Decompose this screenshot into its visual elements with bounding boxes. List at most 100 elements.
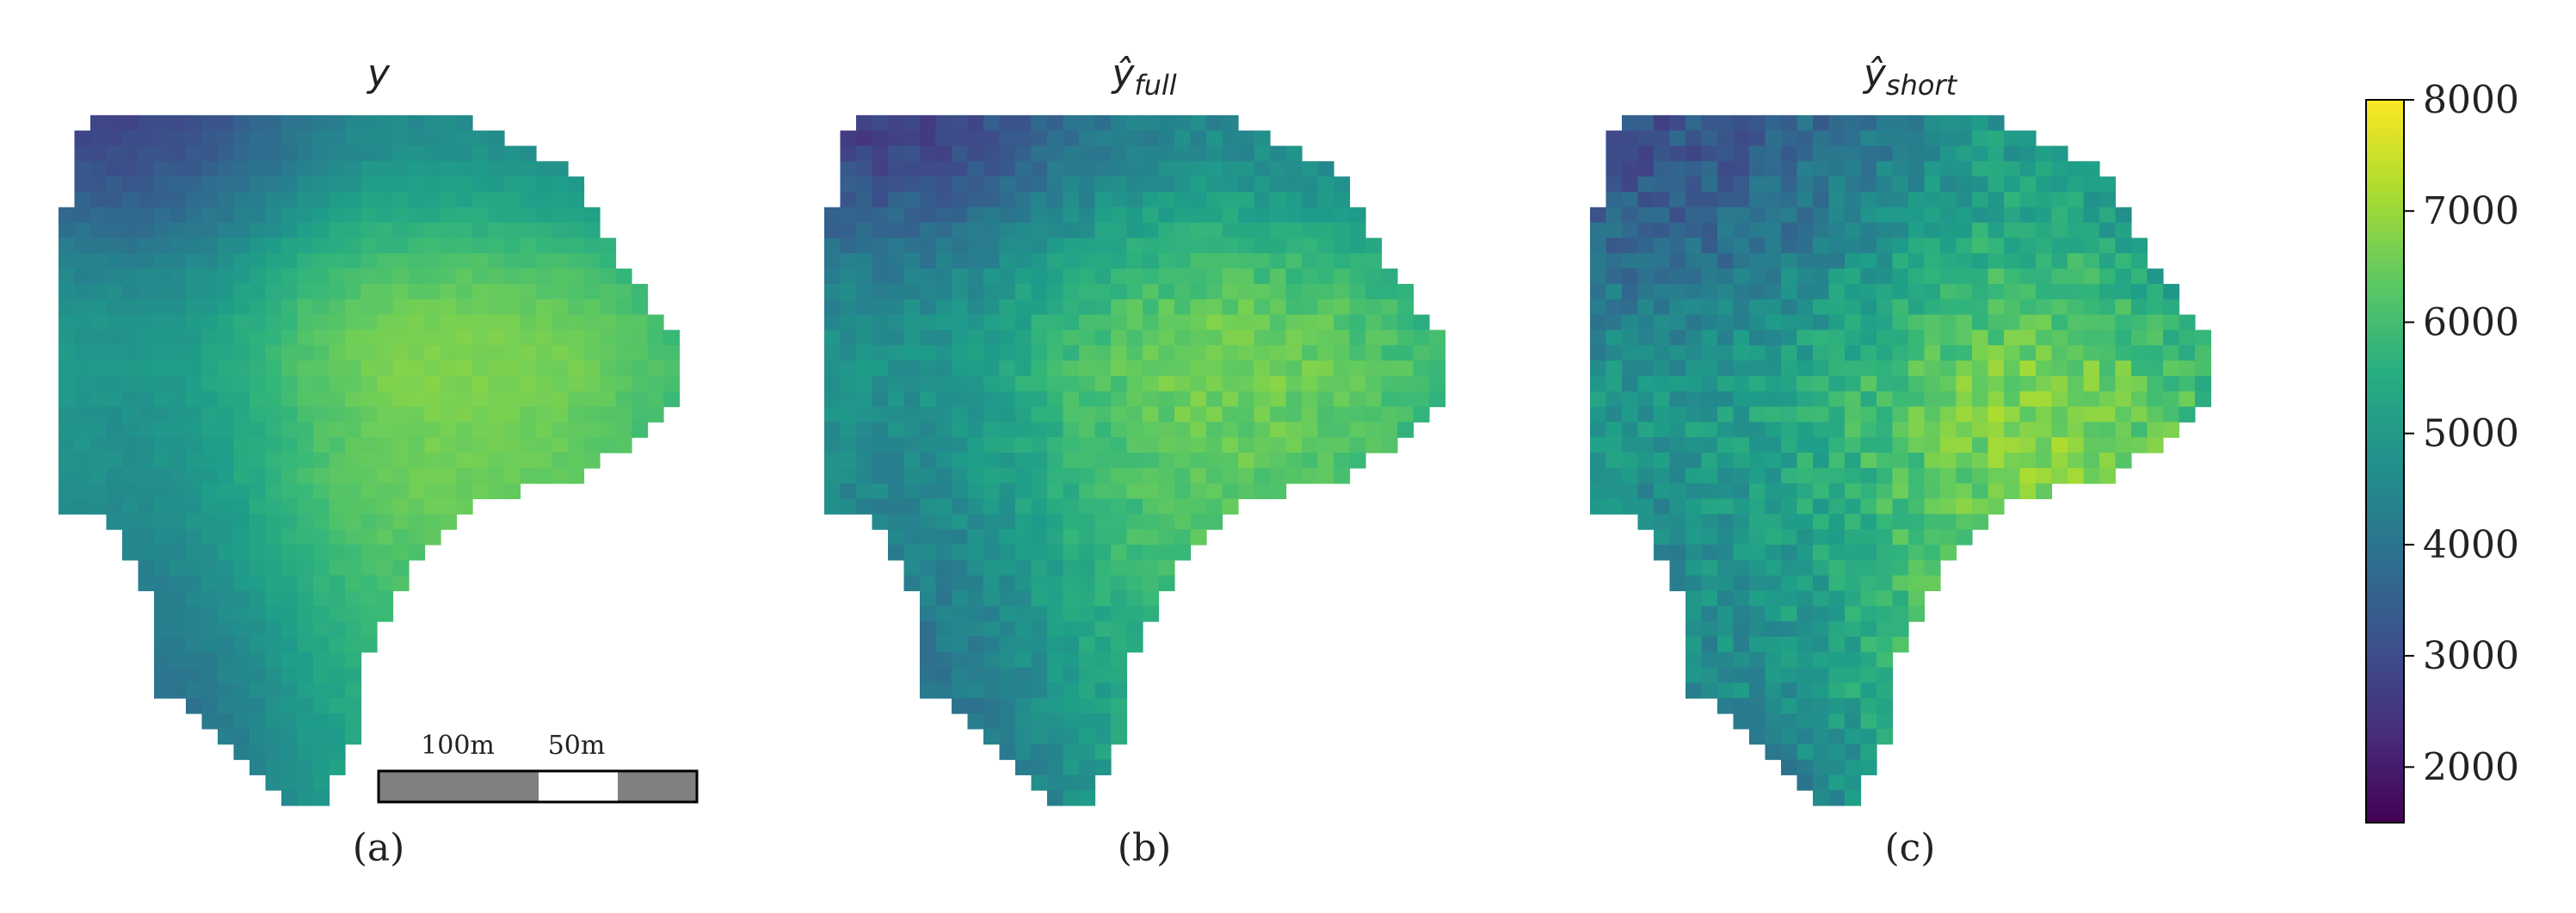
heatmap-cell [1302,422,1319,438]
heatmap-cell [59,268,76,285]
heatmap-cell [935,529,952,546]
heatmap-cell [856,238,873,254]
heatmap-cell [1845,361,1862,377]
heatmap-cell [2099,330,2117,346]
heatmap-cell [1733,606,1750,622]
heatmap-cell [456,130,473,147]
heatmap-cell [1733,636,1750,653]
heatmap-cell [345,636,362,653]
heatmap-cell [903,467,921,484]
heatmap-cell [1238,283,1255,300]
heatmap-cell [1733,114,1750,132]
heatmap-cell [1749,207,1766,224]
heatmap-cell [1733,375,1750,392]
heatmap-cell [920,682,937,699]
heatmap-cell [1126,636,1143,653]
heatmap-cell [186,651,203,669]
heatmap-cell [1877,238,1894,254]
heatmap-cell [1254,268,1271,285]
heatmap-cell [1733,544,1750,561]
heatmap-cell [122,176,139,193]
heatmap-cell [1334,406,1351,423]
heatmap-cell [1813,145,1830,162]
heatmap-cell [122,467,139,484]
heatmap-cell [472,330,490,346]
heatmap-cell [138,314,155,330]
heatmap-cell [233,728,250,745]
heatmap-cell [74,437,91,453]
heatmap-cell [1238,161,1255,177]
heatmap-cell [472,253,490,269]
heatmap-cell [2036,145,2053,162]
heatmap-cell [1126,391,1143,408]
heatmap-cell [1845,176,1862,193]
heatmap-cell [218,422,235,438]
heatmap-cell [1622,361,1639,377]
heatmap-cell [1765,299,1782,316]
heatmap-cell [1270,145,1287,162]
heatmap-cell [1063,621,1080,638]
heatmap-cell [1381,330,1398,346]
heatmap-cell [952,590,969,607]
heatmap-cell [2115,422,2132,438]
heatmap-cell [488,253,505,269]
heatmap-cell [1079,330,1096,346]
heatmap-cell [329,422,346,438]
heatmap-cell [1079,207,1096,224]
heatmap-cell [1733,406,1750,423]
heatmap-cell [1765,437,1782,453]
heatmap-cell [1654,529,1671,546]
heatmap-cell [1669,544,1686,561]
heatmap-cell [90,161,108,177]
heatmap-cell [952,483,969,500]
heatmap-cell [138,483,155,500]
heatmap-cell [1094,529,1112,546]
heatmap-cell [1079,651,1096,669]
heatmap-cell [122,453,139,469]
heatmap-cell [313,728,330,745]
heatmap-cell [1285,145,1303,162]
heatmap-cell [1094,176,1112,193]
heatmap-cell [2147,361,2164,377]
heatmap-cell [1828,422,1846,438]
heatmap-cell [1892,375,1909,392]
heatmap-cell [1590,422,1607,438]
heatmap-cell [1701,145,1718,162]
heatmap-cell [1047,283,1064,300]
heatmap-cell [1126,453,1143,469]
heatmap-cell [967,330,984,346]
heatmap-cell [392,176,410,193]
heatmap-cell [1174,361,1192,377]
heatmap-cell [1972,467,1989,484]
heatmap-cell [583,283,601,300]
heatmap-cell [1590,391,1607,408]
heatmap-cell [1877,207,1894,224]
heatmap-cell [345,406,362,423]
heatmap-cell [1796,176,1814,193]
heatmap-cell [2019,345,2037,361]
heatmap-cell [201,345,219,361]
heatmap-cell [1781,161,1798,177]
heatmap-cell [1637,314,1655,330]
heatmap-cell [1828,575,1846,592]
heatmap-cell [903,391,921,408]
heatmap-cell [1174,498,1192,515]
heatmap-cell [472,314,490,330]
heatmap-cell [1111,422,1128,438]
heatmap-cell [1158,483,1175,500]
heatmap-cell [329,498,346,515]
heatmap-cell [281,114,299,132]
heatmap-cell [2099,268,2117,285]
heatmap-cell [1749,529,1766,546]
heatmap-cell [2036,161,2053,177]
heatmap-cell [1813,391,1830,408]
heatmap-cell [1972,253,1989,269]
heatmap-cell [824,253,841,269]
heatmap-cell [392,114,410,132]
heatmap-cell [1654,361,1671,377]
heatmap-cell [2068,406,2085,423]
heatmap-cell [1015,467,1032,484]
heatmap-cell [1605,268,1623,285]
heatmap-cell [1892,361,1909,377]
heatmap-cell [1701,191,1718,208]
